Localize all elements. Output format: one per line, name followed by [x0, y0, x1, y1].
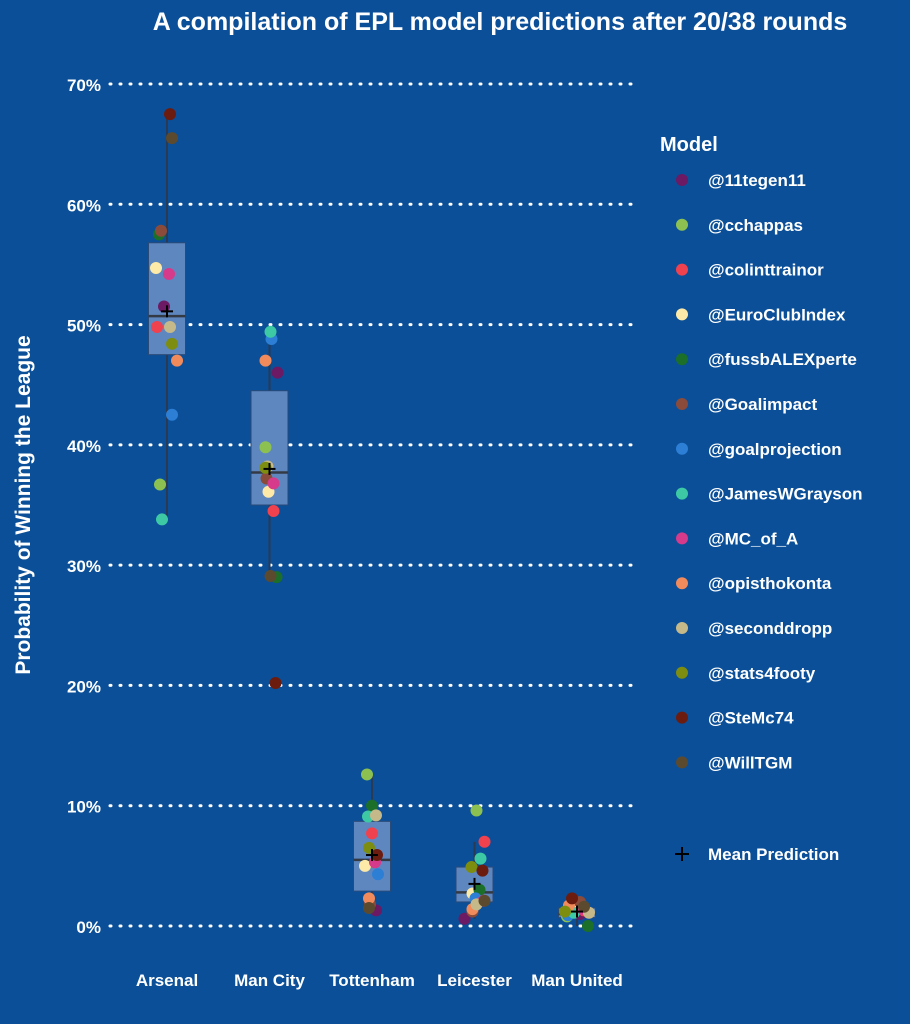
x-tick-label: Leicester: [437, 971, 512, 990]
y-tick-label: 30%: [67, 557, 101, 576]
data-point: [474, 852, 487, 865]
data-point: [166, 408, 178, 421]
legend-swatch: [676, 442, 688, 455]
legend-swatch: [676, 263, 688, 276]
legend-label: @cchappas: [708, 216, 803, 235]
data-point: [267, 477, 280, 490]
legend-swatch: [676, 577, 688, 590]
y-tick-label: 50%: [67, 317, 101, 336]
legend-label: @goalprojection: [708, 440, 842, 459]
data-point: [578, 900, 590, 913]
legend-title: Model: [660, 134, 718, 156]
legend-swatch: [676, 487, 688, 500]
legend-swatch: [676, 308, 688, 321]
y-tick-label: 70%: [67, 76, 101, 95]
data-point: [155, 224, 167, 237]
legend-swatch: [676, 532, 688, 545]
y-tick-label: 60%: [67, 196, 101, 215]
legend-label: @colinttrainor: [708, 261, 824, 280]
data-point: [164, 108, 176, 121]
x-tick-label: Man United: [531, 971, 623, 990]
data-point: [264, 325, 277, 338]
data-point: [163, 268, 175, 281]
legend-label: @seconddropp: [708, 619, 832, 638]
legend-label: @JamesWGrayson: [708, 485, 863, 504]
data-point: [363, 901, 375, 914]
data-point: [582, 920, 594, 932]
legend-swatch: [676, 622, 688, 634]
grid-layer: [108, 82, 642, 928]
data-point: [363, 892, 375, 905]
data-point: [366, 799, 378, 812]
data-point: [154, 478, 166, 491]
chart-title: A compilation of EPL model predictions a…: [153, 8, 848, 36]
y-axis-label: Probability of Winning the League: [12, 335, 35, 674]
mean-layer: [161, 305, 583, 918]
legend-label: @MC_of_A: [708, 529, 798, 548]
legend-swatch: [676, 666, 688, 679]
legend-label: @fussbALEXperte: [708, 350, 857, 369]
legend-label: @stats4footy: [708, 664, 816, 683]
legend-swatch: [676, 174, 688, 186]
data-point: [171, 354, 183, 367]
data-point: [271, 366, 284, 379]
data-point: [361, 768, 373, 781]
y-tick-label: 10%: [67, 798, 101, 817]
data-point: [259, 441, 272, 454]
data-point: [478, 835, 491, 848]
data-point: [269, 677, 282, 690]
y-tick-label: 20%: [67, 677, 101, 696]
legend-swatch: [676, 398, 688, 410]
data-point: [151, 320, 163, 333]
x-tick-label: Arsenal: [136, 971, 198, 990]
data-point: [465, 861, 478, 874]
legend-label: Mean Prediction: [708, 845, 839, 864]
legend-swatch: [676, 711, 688, 724]
data-point: [370, 809, 382, 822]
axis-layer: 0% 10% 20% 30% 40% 50% 60% 70% Arsenal Man City To…: [67, 76, 623, 990]
data-point: [372, 868, 384, 881]
y-tick-label: 0%: [76, 918, 101, 937]
legend-label: @11tegen11: [708, 171, 806, 190]
data-point: [458, 912, 471, 925]
legend-swatch: [676, 218, 688, 231]
data-point: [366, 827, 378, 840]
legend: Model @11tegen11 @cchappas @colinttrainor @…: [660, 134, 863, 864]
data-point: [267, 505, 280, 518]
data-point: [359, 859, 371, 872]
data-point: [264, 569, 277, 582]
x-tick-label: Tottenham: [329, 971, 415, 990]
legend-swatch: [676, 756, 688, 769]
legend-label: @EuroClubIndex: [708, 305, 846, 324]
legend-label: @opisthokonta: [708, 574, 832, 593]
legend-label: @Goalimpact: [708, 395, 817, 414]
legend-label: @SteMc74: [708, 709, 794, 728]
data-point: [150, 262, 162, 275]
y-tick-label: 40%: [67, 437, 101, 456]
x-tick-label: Man City: [234, 971, 305, 990]
legend-swatch: [676, 353, 688, 366]
data-point: [166, 337, 178, 350]
legend-label: @WillTGM: [708, 753, 792, 772]
data-point: [470, 804, 483, 817]
data-point: [166, 132, 178, 145]
data-point: [478, 894, 491, 907]
data-point: [559, 905, 571, 918]
data-point: [164, 320, 176, 333]
data-point: [259, 354, 272, 367]
data-point: [156, 513, 168, 526]
box: [148, 242, 186, 356]
data-point: [476, 864, 489, 877]
data-point: [566, 892, 578, 905]
